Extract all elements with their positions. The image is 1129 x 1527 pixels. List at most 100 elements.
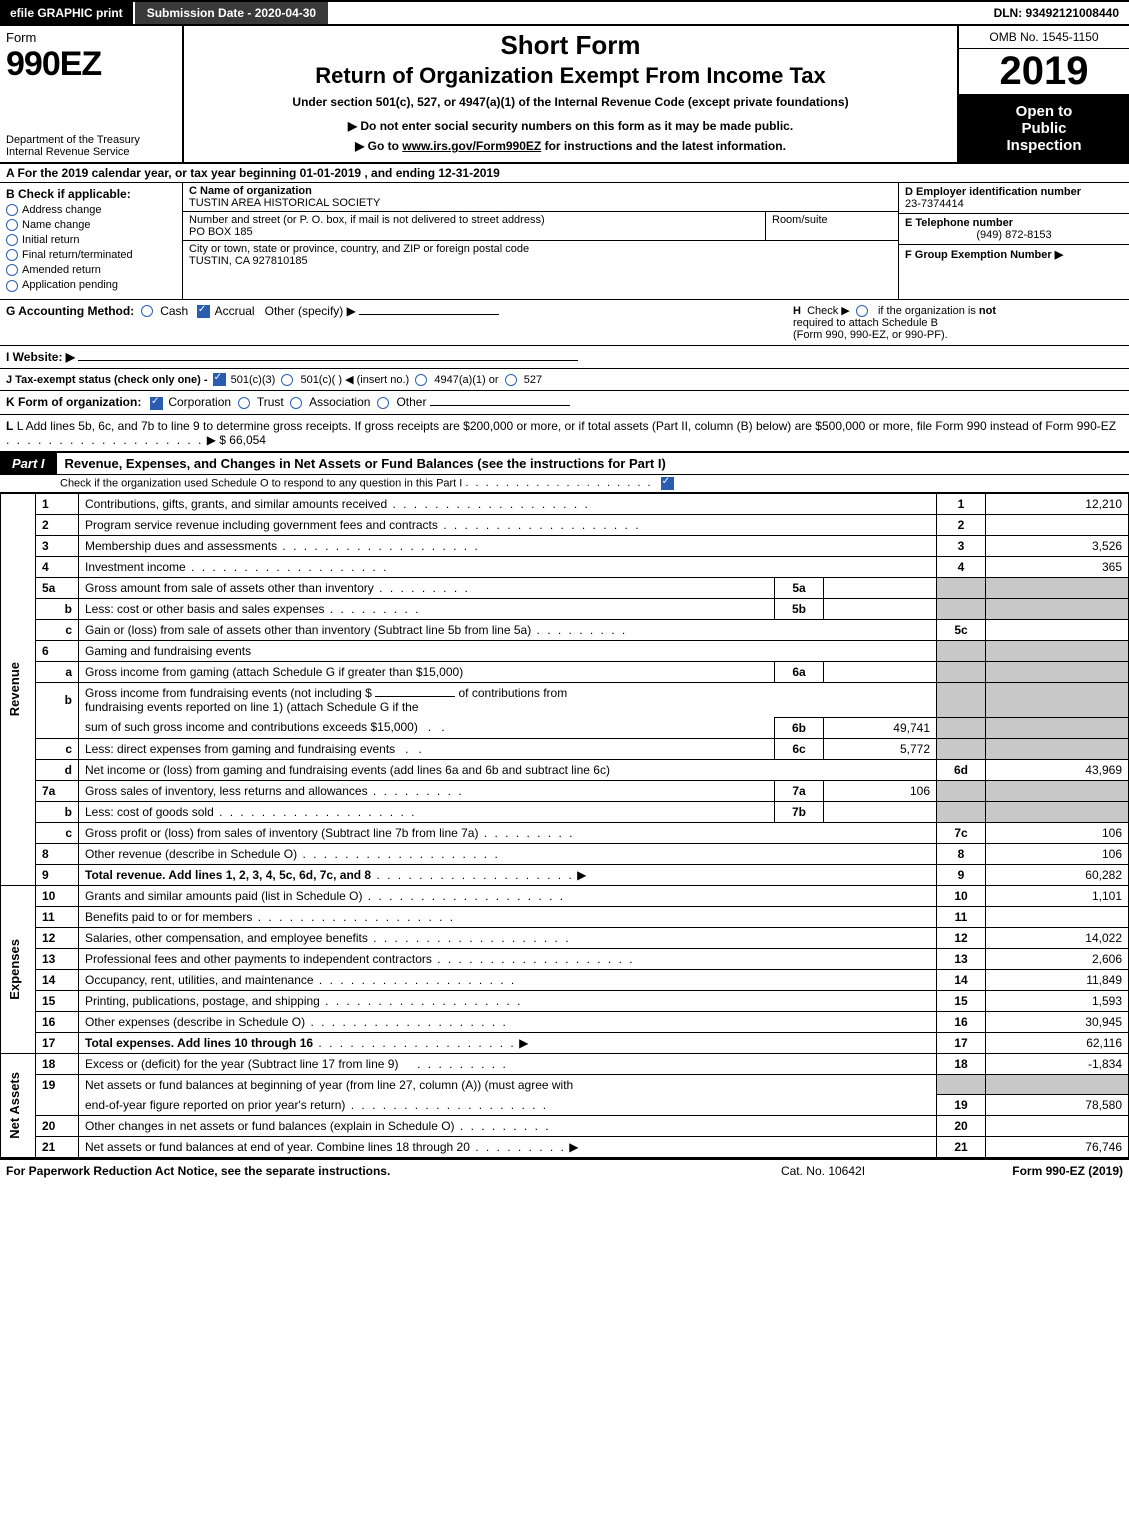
- line-6d: d Net income or (loss) from gaming and f…: [1, 759, 1129, 780]
- entity-block: B Check if applicable: Address change Na…: [0, 183, 1129, 300]
- chk-schedule-o-checked[interactable]: [661, 477, 674, 490]
- line-3: 3 Membership dues and assessments 3 3,52…: [1, 535, 1129, 556]
- row-G-H: G Accounting Method: Cash Accrual Other …: [0, 300, 1129, 345]
- C-street-value: PO BOX 185: [189, 226, 759, 238]
- header-left: Form 990EZ Department of the Treasury In…: [0, 26, 184, 162]
- efile-graphic-print[interactable]: efile GRAPHIC print: [0, 2, 133, 24]
- line-20: 20 Other changes in net assets or fund b…: [1, 1116, 1129, 1137]
- L-amount: $ 66,054: [219, 433, 266, 447]
- chk-application-pending[interactable]: Application pending: [6, 279, 176, 291]
- cell-D-ein: D Employer identification number 23-7374…: [899, 183, 1129, 214]
- department: Department of the Treasury Internal Reve…: [6, 134, 176, 158]
- D-value: 23-7374414: [905, 198, 1123, 210]
- goto-pre: ▶ Go to: [355, 139, 402, 153]
- row-K-form-of-org: K Form of organization: Corporation Trus…: [0, 391, 1129, 414]
- page-footer: For Paperwork Reduction Act Notice, see …: [0, 1158, 1129, 1182]
- C-city-value: TUSTIN, CA 927810185: [189, 255, 892, 267]
- G-label: G Accounting Method:: [6, 304, 134, 318]
- chk-cash[interactable]: [141, 305, 153, 317]
- H-schedule-b: H Check ▶ if the organization is not req…: [783, 304, 1123, 341]
- chk-H[interactable]: [856, 305, 868, 317]
- footer-formref: Form 990-EZ (2019): [923, 1164, 1123, 1178]
- other-specify-field[interactable]: [359, 314, 499, 315]
- chk-final-return[interactable]: Final return/terminated: [6, 249, 176, 261]
- netassets-section-label: Net Assets: [1, 1053, 36, 1158]
- chk-corporation-checked[interactable]: [150, 397, 163, 410]
- form-number: 990EZ: [6, 45, 176, 84]
- line-21: 21 Net assets or fund balances at end of…: [1, 1137, 1129, 1158]
- D-label: D Employer identification number: [905, 186, 1123, 198]
- chk-501c3-checked[interactable]: [213, 373, 226, 386]
- chk-name-change[interactable]: Name change: [6, 219, 176, 231]
- cell-street: Number and street (or P. O. box, if mail…: [183, 212, 766, 240]
- expenses-section-label: Expenses: [1, 885, 36, 1053]
- part1-tab: Part I: [0, 453, 57, 474]
- C-room-label: Room/suite: [772, 214, 892, 226]
- C-city-label: City or town, state or province, country…: [189, 243, 892, 255]
- do-not-enter: ▶ Do not enter social security numbers o…: [192, 119, 949, 133]
- cell-room: Room/suite: [766, 212, 898, 240]
- line-7c: c Gross profit or (loss) from sales of i…: [1, 822, 1129, 843]
- return-title: Return of Organization Exempt From Incom…: [192, 63, 949, 89]
- website-field[interactable]: [78, 360, 578, 361]
- topbar-spacer: [328, 2, 983, 24]
- line-5a: 5a Gross amount from sale of assets othe…: [1, 577, 1129, 598]
- dln: DLN: 93492121008440: [984, 2, 1129, 24]
- F-label: F Group Exemption Number ▶: [905, 248, 1123, 261]
- contrib-amount-field[interactable]: [375, 696, 455, 697]
- H-text2: required to attach Schedule B: [793, 317, 1123, 329]
- chk-4947[interactable]: [415, 374, 427, 386]
- chk-amended-return[interactable]: Amended return: [6, 264, 176, 276]
- line-18: Net Assets 18 Excess or (deficit) for th…: [1, 1053, 1129, 1074]
- line-9: 9 Total revenue. Add lines 1, 2, 3, 4, 5…: [1, 864, 1129, 885]
- other-org-field[interactable]: [430, 405, 570, 406]
- chk-527[interactable]: [505, 374, 517, 386]
- top-bar: efile GRAPHIC print Submission Date - 20…: [0, 0, 1129, 26]
- col-B-check-if-applicable: B Check if applicable: Address change Na…: [0, 183, 183, 299]
- goto-link[interactable]: www.irs.gov/Form990EZ: [402, 139, 541, 153]
- C-name-label: C Name of organization: [189, 185, 892, 197]
- B-header: B Check if applicable:: [6, 187, 176, 201]
- tax-year: 2019: [959, 49, 1129, 95]
- under-section: Under section 501(c), 527, or 4947(a)(1)…: [192, 95, 949, 109]
- line-5b: b Less: cost or other basis and sales ex…: [1, 598, 1129, 619]
- row-J-tax-exempt: J Tax-exempt status (check only one) - 5…: [0, 368, 1129, 391]
- inspection: Inspection: [963, 137, 1125, 154]
- chk-association[interactable]: [290, 397, 302, 409]
- submission-date: Submission Date - 2020-04-30: [133, 2, 328, 24]
- chk-501c[interactable]: [281, 374, 293, 386]
- line-6b-1: b Gross income from fundraising events (…: [1, 682, 1129, 717]
- chk-trust[interactable]: [238, 397, 250, 409]
- line-7a: 7a Gross sales of inventory, less return…: [1, 780, 1129, 801]
- line-19b: end-of-year figure reported on prior yea…: [1, 1095, 1129, 1116]
- footer-paperwork: For Paperwork Reduction Act Notice, see …: [6, 1164, 723, 1178]
- line-16: 16 Other expenses (describe in Schedule …: [1, 1011, 1129, 1032]
- C-name-value: TUSTIN AREA HISTORICAL SOCIETY: [189, 197, 892, 209]
- line-19a: 19 Net assets or fund balances at beginn…: [1, 1074, 1129, 1095]
- cell-city: City or town, state or province, country…: [183, 241, 898, 269]
- line-4: 4 Investment income 4 365: [1, 556, 1129, 577]
- line-6c: c Less: direct expenses from gaming and …: [1, 738, 1129, 759]
- open-to: Open to: [963, 103, 1125, 120]
- col-C: C Name of organization TUSTIN AREA HISTO…: [183, 183, 898, 299]
- goto-post: for instructions and the latest informat…: [545, 139, 786, 153]
- part1-schedule-o-check: Check if the organization used Schedule …: [0, 475, 1129, 493]
- K-label: K Form of organization:: [6, 395, 141, 409]
- line-A-calendar-year: A For the 2019 calendar year, or tax yea…: [0, 164, 1129, 183]
- chk-accrual-checked[interactable]: [197, 305, 210, 318]
- line-12: 12 Salaries, other compensation, and emp…: [1, 927, 1129, 948]
- footer-catno: Cat. No. 10642I: [723, 1164, 923, 1178]
- form-header: Form 990EZ Department of the Treasury In…: [0, 26, 1129, 164]
- public: Public: [963, 120, 1125, 137]
- H-text3: (Form 990, 990-EZ, or 990-PF).: [793, 329, 1123, 341]
- chk-initial-return[interactable]: Initial return: [6, 234, 176, 246]
- chk-other-org[interactable]: [377, 397, 389, 409]
- L-text: L Add lines 5b, 6c, and 7b to line 9 to …: [17, 419, 1116, 433]
- line-14: 14 Occupancy, rent, utilities, and maint…: [1, 969, 1129, 990]
- part1-title: Revenue, Expenses, and Changes in Net As…: [57, 453, 1129, 474]
- line-13: 13 Professional fees and other payments …: [1, 948, 1129, 969]
- header-center: Short Form Return of Organization Exempt…: [184, 26, 957, 162]
- cell-E-phone: E Telephone number (949) 872-8153: [899, 214, 1129, 245]
- chk-address-change[interactable]: Address change: [6, 204, 176, 216]
- short-form-title: Short Form: [192, 30, 949, 61]
